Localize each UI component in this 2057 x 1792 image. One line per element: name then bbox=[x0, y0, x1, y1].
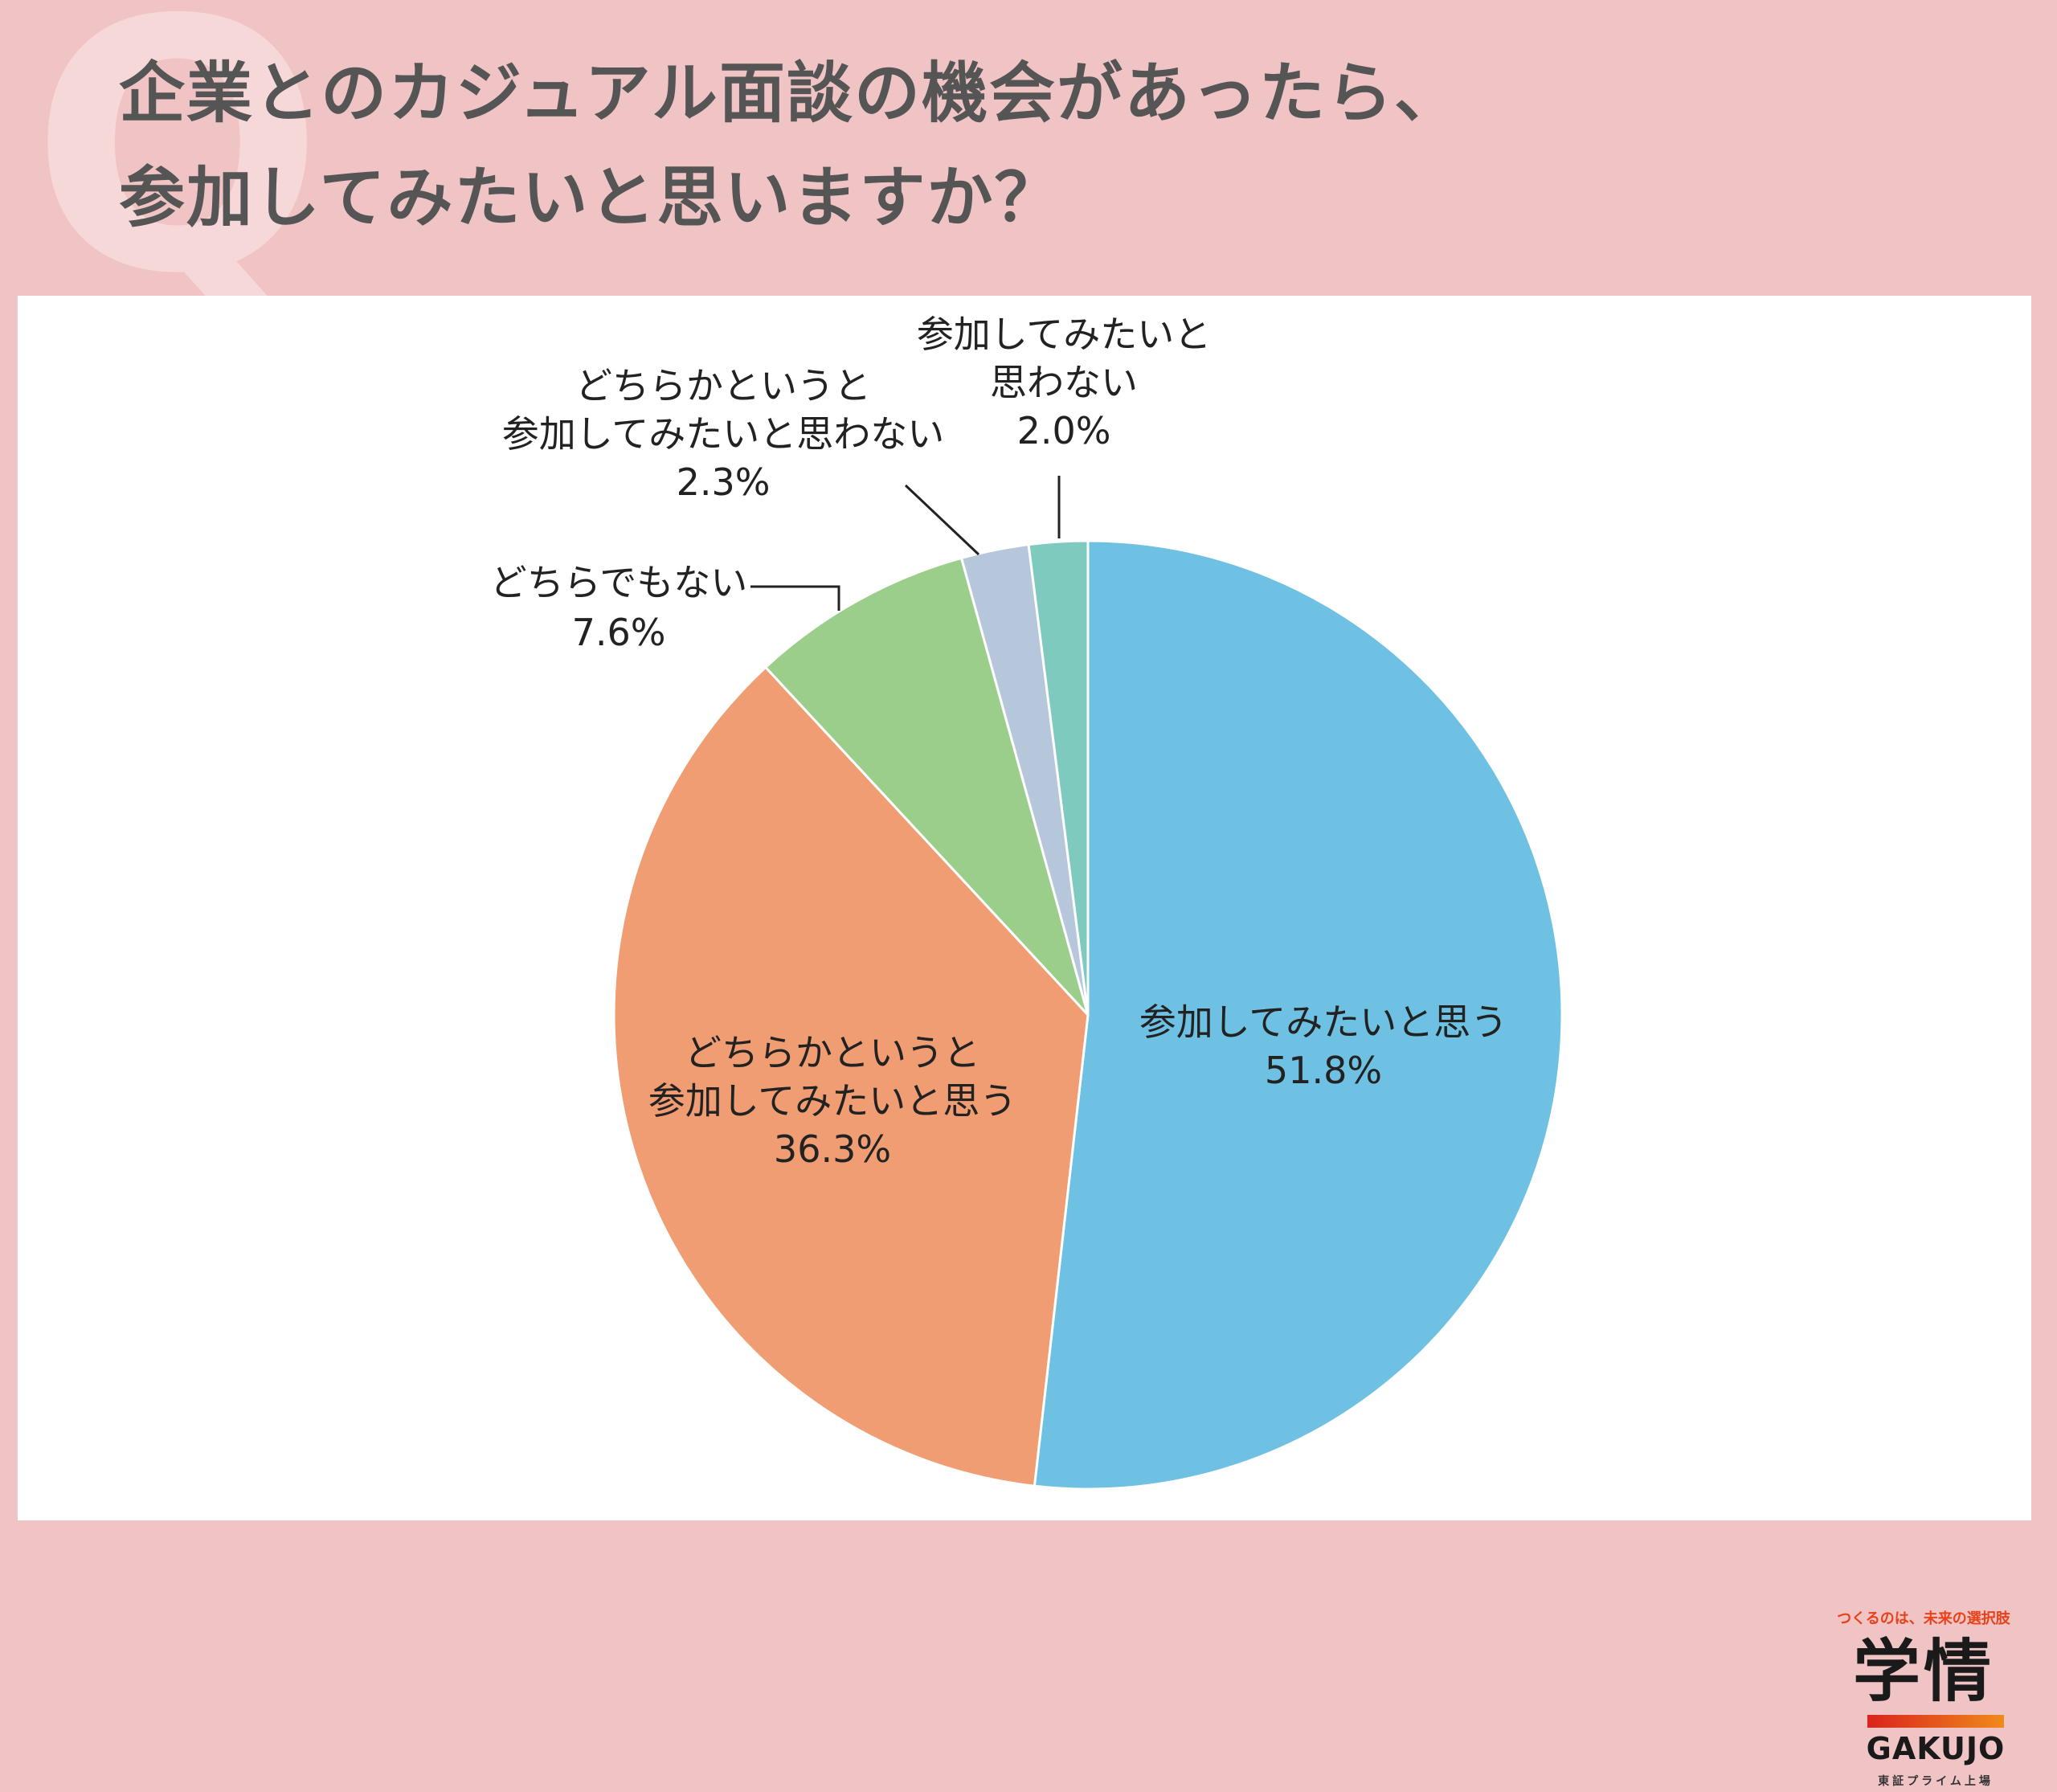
chart-panel: 参加してみたいと思う 51.8% どちらかというと 参加してみたいと思う 36.3% どち… bbox=[18, 296, 2031, 1788]
leader-line bbox=[904, 484, 980, 556]
logo-brand: GAKUJO bbox=[1866, 1731, 2006, 1766]
pie-chart: 参加してみたいと思う51.8%どちらかというと参加してみたいと思う36.3%どち… bbox=[490, 313, 1564, 1491]
slice-category-label: 参加してみたいと思わない bbox=[502, 412, 945, 456]
slice-category-label: どちらでもない bbox=[490, 561, 748, 604]
pie-slice bbox=[1027, 539, 1090, 1016]
logo-tagline: つくるのは、未来の選択肢 bbox=[1837, 1610, 2010, 1627]
slice-value-label: 36.3% bbox=[774, 1127, 891, 1171]
leader-line bbox=[750, 585, 840, 611]
logo-bar bbox=[1867, 1715, 2004, 1728]
logo-kanji: 学情 bbox=[1852, 1632, 1994, 1711]
logo-listing: 東証プライム上場 bbox=[1878, 1775, 1994, 1788]
slice-category-label: 参加してみたいと bbox=[917, 313, 1212, 356]
pie-slice bbox=[612, 665, 1090, 1487]
slice-category-label: 参加してみたいと思う bbox=[648, 1079, 1017, 1123]
slice-value-label: 2.3% bbox=[677, 460, 771, 504]
slice-category-label: 参加してみたいと思う bbox=[1139, 1000, 1508, 1044]
slice-value-label: 2.0% bbox=[1017, 409, 1111, 452]
pie-slice bbox=[763, 556, 1090, 1017]
slice-value-label: 51.8% bbox=[1265, 1049, 1382, 1092]
question-line-1: 企業とのカジュアル面談の機会があったら、 bbox=[119, 55, 1462, 132]
slice-category-label: どちらかというと bbox=[575, 364, 871, 407]
pie-slice bbox=[1033, 539, 1564, 1491]
slice-value-label: 7.6% bbox=[572, 611, 666, 654]
slice-category-label: どちらかというと bbox=[685, 1031, 980, 1074]
question-line-2: 参加してみたいと思いますか？ bbox=[119, 160, 1062, 236]
gakujo-logo: つくるのは、未来の選択肢 学情 GAKUJO 東証プライム上場 bbox=[1835, 1607, 2012, 1792]
slice-category-label: 思わない bbox=[990, 361, 1138, 404]
question-title: 企業とのカジュアル面談の機会があったら、 参加してみたいと思いますか？ bbox=[119, 42, 1967, 251]
